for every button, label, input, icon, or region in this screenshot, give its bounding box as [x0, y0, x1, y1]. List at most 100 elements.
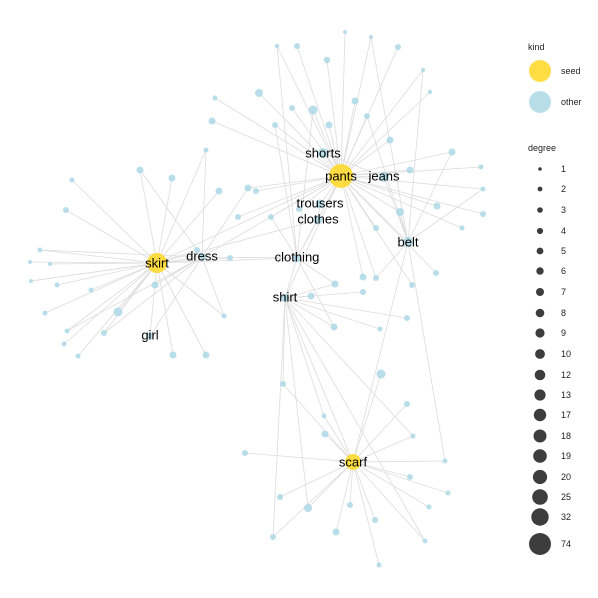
degree-key-label-20: 20: [561, 472, 571, 482]
edge-skirt-clothing: [156, 257, 298, 264]
edge-node78-scarf: [272, 461, 354, 538]
edge-node34-pants: [340, 175, 437, 274]
edge-node32-pants: [340, 175, 364, 278]
graph-node: [169, 351, 177, 359]
edge-node54-skirt: [103, 262, 158, 334]
graph-node: [253, 188, 259, 194]
edge-node44-skirt: [49, 262, 158, 265]
degree-key-label-19: 19: [561, 451, 571, 461]
edge-node15-pants: [274, 124, 342, 177]
edge-node42-dress: [39, 249, 203, 258]
label-clothing: clothing: [275, 249, 320, 264]
degree-key-dot-13: [534, 389, 546, 401]
graph-node: [373, 225, 379, 231]
graph-node: [48, 262, 52, 266]
degree-key-dot-18: [533, 429, 547, 443]
edge-node40-skirt: [71, 179, 158, 264]
graph-node: [480, 186, 486, 192]
edge-node75-shirt: [284, 297, 309, 509]
edge-node33-belt: [375, 241, 409, 279]
graph-node: [64, 328, 70, 334]
degree-key-dot-20: [532, 469, 548, 485]
edge-node46-skirt: [56, 262, 158, 286]
graph-node: [386, 136, 394, 144]
edge-node42-skirt: [39, 249, 158, 264]
degree-key-dot-9: [535, 328, 545, 338]
graph-node: [343, 30, 347, 34]
degree-key-label-32: 32: [561, 512, 571, 522]
edge-node79-scarf: [335, 461, 354, 533]
degree-key-label-6: 6: [561, 266, 566, 276]
edge-node69-scarf: [352, 435, 414, 463]
edge-node23-pants: [340, 175, 484, 215]
label-shirt: shirt: [273, 289, 298, 304]
edge-node18-belt: [407, 151, 453, 243]
edge-node54-dress: [103, 256, 203, 334]
label-skirt: skirt: [145, 255, 169, 270]
edge-node10-pants: [291, 107, 342, 177]
graph-node: [42, 310, 48, 316]
graph-node: [274, 43, 280, 49]
edge-node75-scarf: [307, 461, 354, 509]
node-girl: [146, 332, 154, 340]
graph-node: [61, 341, 67, 347]
graph-node: [404, 315, 410, 321]
graph-node: [406, 166, 414, 174]
node-scarf: [345, 454, 361, 470]
edge-node30-pants: [270, 175, 342, 218]
edge-node21-belt: [407, 188, 484, 243]
graph-node: [215, 187, 223, 195]
edge-node60-clothing: [296, 257, 336, 285]
graph-node: [255, 89, 263, 97]
graph-node: [202, 351, 210, 359]
edge-dress-girl: [149, 256, 203, 337]
degree-key-label-12: 12: [561, 370, 571, 380]
graph-node: [168, 174, 176, 182]
graph-node: [75, 353, 81, 359]
edge-clothes-clothing: [296, 219, 319, 259]
graph-node: [194, 247, 200, 253]
graph-node: [330, 323, 338, 331]
degree-key-label-8: 8: [561, 308, 566, 318]
label-trousers: trousers: [297, 195, 344, 210]
graph-node: [203, 147, 209, 153]
edge-node57-dress: [201, 256, 225, 317]
graph-node: [136, 166, 144, 174]
graph-node: [244, 184, 252, 192]
graph-node: [445, 490, 451, 496]
node-clothing: [293, 254, 301, 262]
legend-degree-title: degree: [528, 143, 556, 153]
graph-node: [270, 534, 276, 540]
graph-node: [407, 474, 413, 480]
graph-node: [37, 247, 43, 253]
legend-seed-label: seed: [561, 66, 581, 76]
graph-node: [296, 206, 302, 212]
edge-node18-pants: [340, 151, 453, 177]
label-pants: pants: [325, 168, 357, 183]
edge-node63-clothing: [296, 257, 335, 328]
graph-node: [221, 313, 227, 319]
legend-other-swatch: [529, 91, 551, 113]
edge-node73-scarf: [352, 461, 411, 478]
legend-kind-title: kind: [528, 42, 545, 52]
graph-node: [268, 214, 274, 220]
edge-node80-scarf: [352, 461, 376, 521]
edge-node50-skirt: [44, 262, 158, 314]
graph-node: [448, 148, 456, 156]
degree-key-dot-8: [535, 308, 545, 318]
label-scarf: scarf: [339, 454, 368, 469]
edge-node3-pants: [340, 36, 372, 177]
edge-node62-shirt: [284, 291, 364, 299]
graph-node: [364, 113, 370, 119]
edge-node72-belt: [407, 241, 446, 462]
degree-key-dot-1: [538, 167, 542, 171]
graph-node: [369, 35, 373, 39]
graph-node: [372, 517, 378, 523]
degree-key-dot-2: [537, 186, 543, 192]
graph-node: [376, 369, 386, 379]
edge-node77-scarf: [352, 461, 449, 494]
graph-node: [332, 528, 340, 536]
graph-node: [323, 56, 331, 64]
graph-node: [376, 562, 382, 568]
